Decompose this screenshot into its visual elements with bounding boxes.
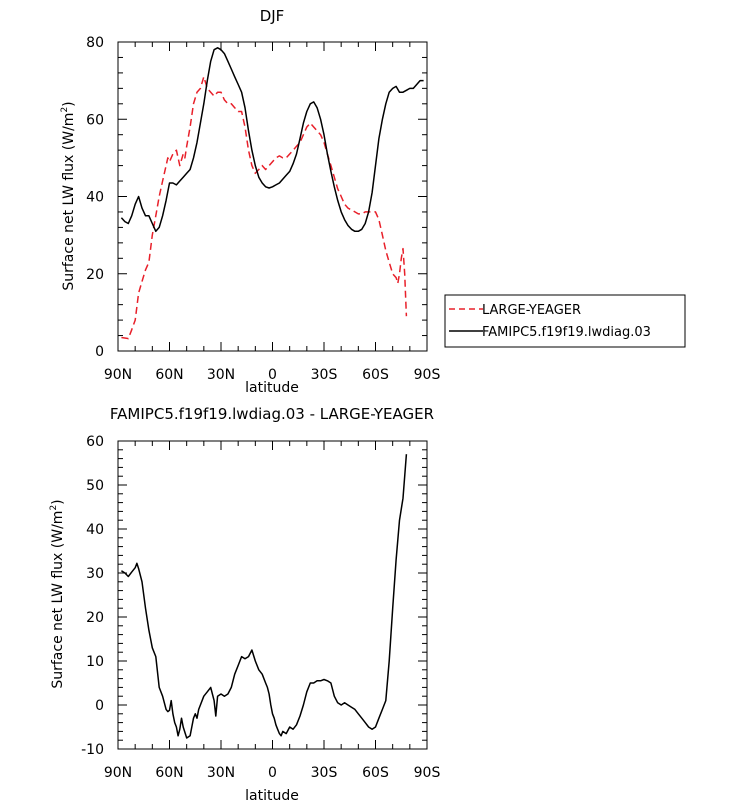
y-axis-label-main: Surface net LW flux (W/m [61,113,77,291]
y-tick-label: 0 [95,698,104,714]
x-tick-label: 30N [207,765,235,781]
x-tick-label: 90S [414,367,441,383]
y-axis-label-main: Surface net LW flux (W/m [50,511,66,689]
y-axis-label: Surface net LW flux (W/m2) [60,101,77,290]
bottom-chart: FAMIPC5.f19f19.lwdiag.03 - LARGE-YEAGER … [49,405,440,804]
x-tick-label: 60N [155,367,183,383]
x-tick-label: 60S [362,367,389,383]
legend-label-famipc5: FAMIPC5.f19f19.lwdiag.03 [482,325,651,340]
y-axis-label-end: ) [50,499,66,504]
y-tick-label: 10 [86,654,104,670]
chart-title: DJF [260,7,285,25]
y-tick-label: 40 [86,190,104,206]
x-tick-label: 30N [207,367,235,383]
legend-box [444,294,686,348]
y-tick-label: 30 [86,566,104,582]
y-tick-label: 0 [95,344,104,360]
y-tick-label: 40 [86,522,104,538]
x-axis-label: latitude [245,380,299,396]
y-axis-label: Surface net LW flux (W/m2) [49,499,66,688]
series-line-large-yeager [121,76,408,340]
x-tick-label: 0 [268,367,277,383]
x-tick-label: 90N [104,367,132,383]
plot-area: -10 0 10 20 30 40 50 60 90N 60N 30N 0 30S 60S 90S [81,434,440,781]
x-tick-label: 90N [104,765,132,781]
series-line-famipc5-f19f19-lwdiag-03 [120,47,424,233]
y-tick-label: 50 [86,478,104,494]
y-axis-label-end: ) [61,101,77,106]
top-chart: DJF 0 20 40 60 80 90N 60N 30N 0 30S 60S 90S latitud… [60,7,686,396]
y-tick-label: -10 [81,742,104,758]
y-tick-label: 20 [86,267,104,283]
y-tick-label: 60 [86,434,104,450]
y-axis-label-superscript: 2 [49,505,59,511]
legend-label-large-yeager: LARGE-YEAGER [482,303,581,318]
x-tick-label: 30S [311,765,338,781]
y-tick-label: 20 [86,610,104,626]
plot-area: 0 20 40 60 80 90N 60N 30N 0 30S 60S 90S [86,35,440,383]
x-tick-label: 60S [362,765,389,781]
x-tick-label: 30S [311,367,338,383]
y-tick-label: 80 [86,35,104,51]
x-tick-label: 0 [268,765,277,781]
x-tick-label: 60N [155,765,183,781]
plot-frame [117,41,428,352]
x-tick-label: 90S [414,765,441,781]
chart-title: FAMIPC5.f19f19.lwdiag.03 - LARGE-YEAGER [110,405,434,423]
legend: LARGE-YEAGER FAMIPC5.f19f19.lwdiag.03 [444,294,686,348]
series-line-difference [121,454,408,739]
x-axis-label: latitude [245,788,299,804]
y-tick-label: 60 [86,112,104,128]
y-axis-label-superscript: 2 [60,107,70,113]
